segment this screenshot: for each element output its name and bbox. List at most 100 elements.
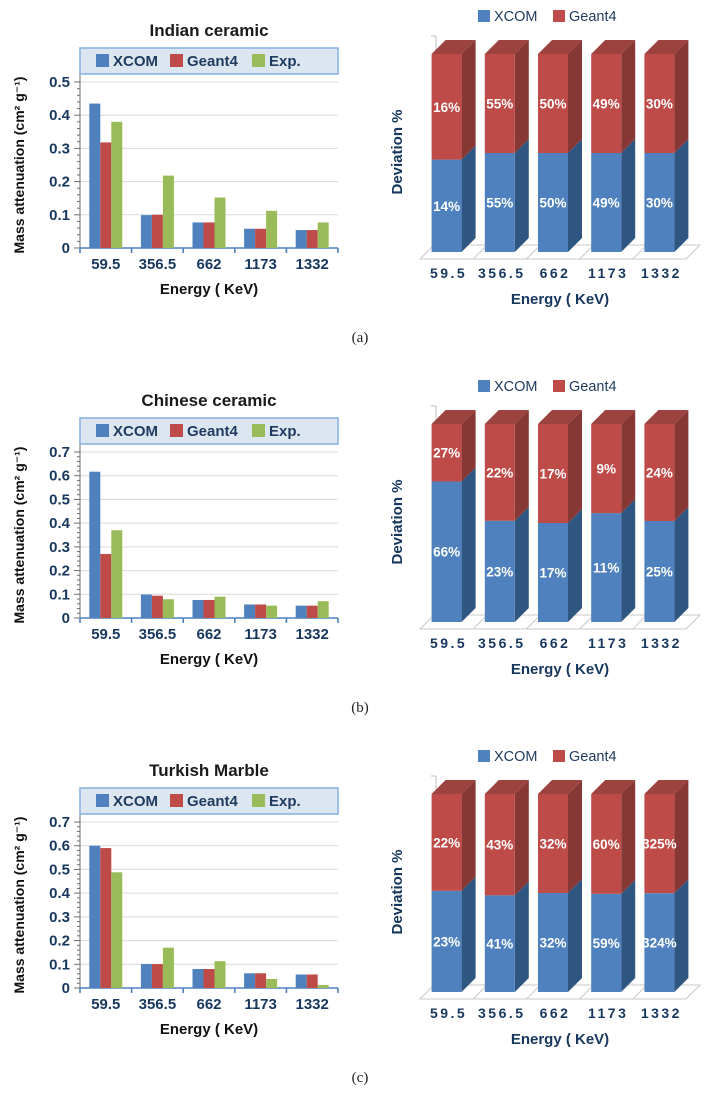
bar-side-xcom bbox=[621, 879, 636, 992]
x-axis-title: Energy ( KeV) bbox=[160, 1021, 258, 1038]
x-tick-label: 59.5 bbox=[91, 626, 120, 643]
y-axis-title: Mass attenuation (cm² g⁻¹) bbox=[11, 77, 27, 254]
bar-geant4 bbox=[100, 848, 112, 988]
x-tick-label: 59.5 bbox=[430, 1005, 467, 1021]
bar-xcom bbox=[192, 969, 204, 988]
bar-top-geant4 bbox=[644, 40, 689, 54]
bar-side-geant4 bbox=[621, 410, 636, 514]
bar-top-geant4 bbox=[644, 410, 689, 424]
x-tick-label: 356.5 bbox=[478, 635, 526, 651]
bar-front-xcom bbox=[644, 153, 675, 252]
x-tick-label: 356.5 bbox=[139, 996, 177, 1013]
y-axis-title: Deviation % bbox=[389, 479, 406, 564]
x-tick-label: 662 bbox=[196, 996, 221, 1013]
legend-label: XCOM bbox=[494, 749, 538, 765]
bar-geant4 bbox=[306, 605, 318, 618]
bar-side-xcom bbox=[621, 139, 636, 252]
bar-front-geant4 bbox=[484, 424, 515, 521]
x-tick-label: 662 bbox=[540, 265, 571, 281]
y-tick-label: 0.4 bbox=[49, 885, 71, 902]
bar-label-geant4: 24% bbox=[646, 465, 673, 480]
y-axis-title: Deviation % bbox=[389, 109, 406, 194]
x-tick-label: 1173 bbox=[244, 996, 277, 1013]
legend-label: XCOM bbox=[113, 53, 158, 70]
legend: XCOM Geant4 Exp. bbox=[79, 787, 339, 815]
x-tick-label: 59.5 bbox=[91, 256, 120, 273]
legend-swatch-geant4 bbox=[553, 750, 565, 762]
legend-label: Geant4 bbox=[569, 749, 617, 765]
legend-swatch-xcom bbox=[96, 54, 109, 67]
figure-row-c: 0 0.1 0.2 0.3 0.4 0.5 0.6 0.7 59.5 356.5 662 1173 13… bbox=[0, 740, 720, 1110]
y-tick-label: 0.6 bbox=[49, 838, 70, 855]
legend-swatch-geant4 bbox=[170, 424, 183, 437]
y-tick-label: 0.4 bbox=[49, 107, 71, 124]
bar-side-xcom bbox=[674, 139, 689, 252]
bar-label-xcom: 30% bbox=[646, 196, 673, 211]
bar-front-xcom bbox=[591, 513, 622, 622]
bar-exp bbox=[266, 605, 278, 618]
x-tick-label: 662 bbox=[540, 635, 571, 651]
bar-label-xcom: 66% bbox=[433, 545, 460, 560]
y-tick-label: 0.5 bbox=[49, 491, 70, 508]
bar-geant4 bbox=[255, 604, 267, 618]
bar-xcom bbox=[89, 471, 101, 618]
bar-label-xcom: 324% bbox=[642, 936, 677, 951]
legend-swatch-xcom bbox=[96, 794, 109, 807]
y-tick-label: 0.3 bbox=[49, 539, 70, 556]
bar-top-geant4 bbox=[538, 780, 582, 794]
bar-top-geant4 bbox=[538, 40, 582, 54]
bar-geant4 bbox=[203, 969, 215, 988]
bar-side-xcom bbox=[674, 506, 689, 622]
bar-side-geant4 bbox=[621, 40, 636, 153]
legend: XCOM Geant4 bbox=[478, 9, 617, 25]
bar-top-geant4 bbox=[484, 780, 529, 794]
mass-attenuation-chart-indian: 0 0.1 0.2 0.3 0.4 0.5 59.5 356.5 662 1173 1332 XCOM… bbox=[4, 6, 356, 320]
x-tick-label: 356.5 bbox=[139, 256, 177, 273]
bar-geant4 bbox=[255, 228, 267, 248]
bar-xcom bbox=[295, 230, 307, 248]
x-tick-label: 1332 bbox=[296, 626, 329, 643]
bar-exp bbox=[317, 222, 329, 248]
bar-exp bbox=[111, 121, 123, 248]
bar-label-xcom: 55% bbox=[486, 196, 513, 211]
chinese-ceramic-mass-attenuation-svg: 0 0.1 0.2 0.3 0.4 0.5 0.6 0.7 59.5 356.5 662 1173 13… bbox=[11, 391, 339, 668]
bar-side-geant4 bbox=[514, 780, 529, 896]
bar-top-geant4 bbox=[484, 410, 529, 424]
bar-label-xcom: 32% bbox=[539, 936, 566, 951]
legend-label: XCOM bbox=[494, 9, 538, 25]
bar-exp bbox=[317, 984, 329, 988]
legend: XCOM Geant4 bbox=[478, 749, 617, 765]
bar-front-geant4 bbox=[644, 794, 675, 894]
x-tick-label: 1173 bbox=[588, 635, 628, 651]
bar-side-xcom bbox=[461, 876, 476, 992]
bar-side-xcom bbox=[568, 879, 582, 992]
x-tick-label: 356.5 bbox=[478, 265, 526, 281]
bar-geant4 bbox=[151, 214, 163, 248]
legend-label: XCOM bbox=[113, 793, 158, 810]
bar-label-geant4: 22% bbox=[433, 835, 460, 850]
legend: XCOM Geant4 Exp. bbox=[79, 47, 339, 75]
legend-swatch-geant4 bbox=[553, 10, 565, 22]
bar-top-geant4 bbox=[431, 40, 476, 54]
bar-side-geant4 bbox=[461, 780, 476, 891]
legend: XCOM Geant4 Exp. bbox=[79, 417, 339, 445]
bar-front-geant4 bbox=[484, 54, 515, 153]
legend-label: XCOM bbox=[113, 423, 158, 440]
x-tick-label: 662 bbox=[540, 1005, 571, 1021]
bar-label-geant4: 325% bbox=[642, 837, 677, 852]
y-tick-label: 0.7 bbox=[49, 444, 70, 461]
bar-xcom bbox=[140, 215, 152, 248]
bar-front-geant4 bbox=[484, 794, 515, 896]
bar-exp bbox=[111, 530, 123, 618]
bar-side-xcom bbox=[514, 139, 529, 252]
bar-exp bbox=[214, 596, 226, 618]
deviation-chart-chinese: 27% 66% 59.5 22% 23% 356.5 17% 17% 662 9% 11% 1173 2… bbox=[368, 372, 716, 696]
bar-side-xcom bbox=[461, 467, 476, 622]
legend-label: Geant4 bbox=[187, 793, 239, 810]
bar-exp bbox=[162, 175, 174, 248]
y-tick-label: 0 bbox=[62, 980, 70, 997]
legend-swatch-geant4 bbox=[170, 54, 183, 67]
bar-top-geant4 bbox=[644, 780, 689, 794]
bar-label-xcom: 25% bbox=[646, 564, 673, 579]
